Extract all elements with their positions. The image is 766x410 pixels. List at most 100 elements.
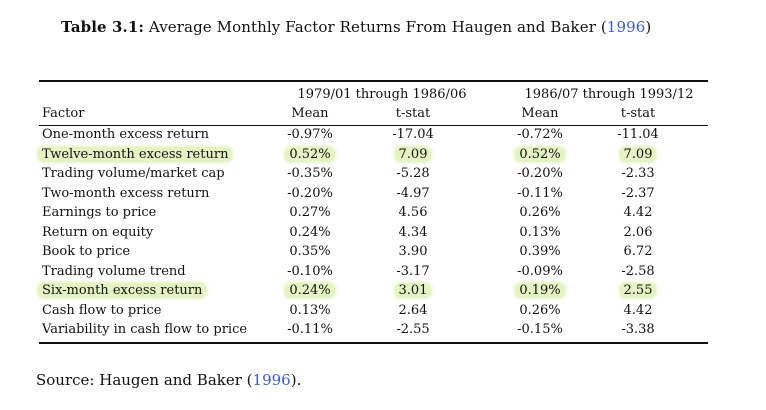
cell-mean-1-text: 0.52%: [285, 146, 335, 162]
table-row: Variability in cash flow to price -0.11% -…: [0, 321, 766, 341]
cell-tstat-1-text: 3.01: [394, 283, 432, 298]
cell-tstat-2: -11.04: [603, 127, 673, 143]
cell-mean-2-text: -0.20%: [517, 166, 563, 181]
table-caption-close: ): [645, 18, 652, 36]
cell-tstat-2: 4.42: [603, 303, 673, 319]
cell-mean-2: 0.19%: [505, 283, 575, 299]
column-header-factor: Factor: [42, 106, 85, 121]
cell-mean-1: 0.24%: [275, 225, 345, 241]
cell-tstat-1-text: -2.55: [396, 322, 430, 337]
cell-tstat-2: -2.37: [603, 186, 673, 202]
cell-tstat-2: -3.38: [603, 322, 673, 338]
cell-mean-1-text: -0.10%: [287, 263, 333, 279]
cell-mean-2: -0.09%: [505, 264, 575, 280]
table-row: Two-month excess return -0.20% -4.97 -0.11%…: [0, 185, 766, 205]
cell-mean-1-text: -0.11%: [287, 322, 333, 337]
cell-tstat-2-text: -11.04: [617, 127, 659, 142]
cell-factor-text: Twelve-month excess return: [38, 146, 233, 162]
cell-mean-2: 0.39%: [505, 244, 575, 260]
cell-mean-1-text: 0.24%: [289, 224, 331, 240]
cell-mean-2: 0.13%: [505, 225, 575, 241]
cell-tstat-1: 4.34: [378, 225, 448, 241]
cell-mean-1-text: 0.27%: [289, 205, 331, 220]
cell-tstat-2-text: 2.55: [619, 283, 657, 298]
cell-mean-2-text: 0.19%: [515, 283, 565, 298]
cell-mean-2-text: 0.52%: [515, 146, 565, 162]
cell-tstat-1-text: 7.09: [394, 146, 432, 162]
cell-tstat-2-text: 4.42: [623, 302, 653, 318]
cell-mean-1-text: -0.35%: [287, 166, 333, 181]
cell-mean-1: 0.13%: [275, 303, 345, 319]
cell-mean-2: -0.72%: [505, 127, 575, 143]
table-header-rule: [39, 125, 708, 126]
cell-tstat-1: -3.17: [378, 264, 448, 280]
cell-factor-text: Cash flow to price: [42, 302, 162, 318]
cell-factor: Return on equity: [42, 225, 153, 241]
cell-tstat-2-text: 7.09: [619, 146, 657, 162]
cell-factor-text: Variability in cash flow to price: [42, 322, 248, 337]
cell-mean-2: 0.26%: [505, 303, 575, 319]
cell-tstat-1-text: -4.97: [396, 185, 430, 201]
table-bottom-rule: [39, 342, 708, 344]
table-caption-label: Table 3.1:: [61, 18, 145, 36]
cell-tstat-1-text: 2.64: [398, 302, 428, 318]
cell-mean-2-text: -0.72%: [517, 127, 563, 142]
cell-factor: Two-month excess return: [42, 186, 209, 202]
cell-factor-text: Return on equity: [42, 224, 154, 240]
table-row: Trading volume trend -0.10% -3.17 -0.09% -2.…: [0, 263, 766, 283]
table-caption: Table 3.1: Average Monthly Factor Return…: [61, 18, 651, 36]
cell-factor-text: Earnings to price: [42, 205, 157, 220]
cell-mean-2: -0.20%: [505, 166, 575, 182]
column-header-mean-2: Mean: [521, 106, 559, 121]
cell-factor: Cash flow to price: [42, 303, 161, 319]
table-row: Earnings to price 0.27% 4.56 0.26% 4.42: [0, 204, 766, 224]
source-citation-link[interactable]: 1996: [252, 371, 291, 389]
cell-factor-text: Book to price: [42, 244, 131, 259]
cell-mean-2-text: 0.26%: [519, 205, 561, 220]
cell-factor-text: One-month excess return: [42, 127, 209, 142]
cell-tstat-1: 7.09: [378, 146, 448, 163]
cell-factor: Trading volume trend: [42, 264, 186, 280]
cell-mean-2-text: 0.13%: [519, 224, 561, 240]
table-row: Cash flow to price 0.13% 2.64 0.26% 4.42: [0, 302, 766, 322]
cell-tstat-1: 3.90: [378, 244, 448, 260]
cell-mean-2-text: -0.11%: [517, 185, 563, 201]
period-header-1: 1979/01 through 1986/06: [297, 87, 467, 102]
cell-tstat-1: -17.04: [378, 127, 448, 143]
table-top-rule: [39, 80, 708, 82]
cell-mean-2-text: -0.09%: [517, 263, 563, 279]
cell-tstat-2-text: -3.38: [621, 322, 655, 337]
cell-factor: Twelve-month excess return: [38, 146, 233, 163]
cell-mean-2-text: 0.26%: [519, 302, 561, 318]
cell-tstat-2: 6.72: [603, 244, 673, 260]
cell-mean-2-text: 0.39%: [519, 244, 561, 259]
cell-tstat-1-text: -3.17: [396, 263, 430, 279]
cell-tstat-1: -2.55: [378, 322, 448, 338]
cell-tstat-1: -4.97: [378, 186, 448, 202]
cell-tstat-2: 2.55: [603, 283, 673, 299]
cell-mean-1-text: -0.97%: [287, 127, 333, 142]
cell-tstat-2: -2.58: [603, 264, 673, 280]
cell-tstat-2-text: 2.06: [623, 224, 653, 240]
cell-factor: Six-month excess return: [38, 283, 207, 299]
table-row: Book to price 0.35% 3.90 0.39% 6.72: [0, 243, 766, 263]
cell-tstat-2-text: -2.33: [621, 166, 655, 181]
cell-mean-1-text: -0.20%: [287, 185, 333, 201]
cell-factor: Trading volume/market cap: [42, 166, 225, 182]
caption-citation-link[interactable]: 1996: [606, 18, 646, 36]
cell-mean-1-text: 0.35%: [289, 244, 331, 259]
source-note-text: Source: Haugen and Baker (: [36, 371, 253, 389]
cell-tstat-2-text: 6.72: [623, 244, 653, 259]
source-note: Source: Haugen and Baker (1996).: [36, 371, 301, 389]
cell-tstat-1: 4.56: [378, 205, 448, 221]
period-header-2: 1986/07 through 1993/12: [524, 87, 694, 102]
cell-mean-1: 0.27%: [275, 205, 345, 221]
cell-factor-text: Trading volume/market cap: [42, 166, 225, 181]
cell-factor: Earnings to price: [42, 205, 156, 221]
cell-mean-2: 0.52%: [505, 146, 575, 163]
cell-tstat-2: 4.42: [603, 205, 673, 221]
cell-mean-1: -0.35%: [275, 166, 345, 182]
cell-tstat-2-text: -2.58: [621, 263, 655, 279]
cell-mean-2: -0.11%: [505, 186, 575, 202]
cell-tstat-2: -2.33: [603, 166, 673, 182]
